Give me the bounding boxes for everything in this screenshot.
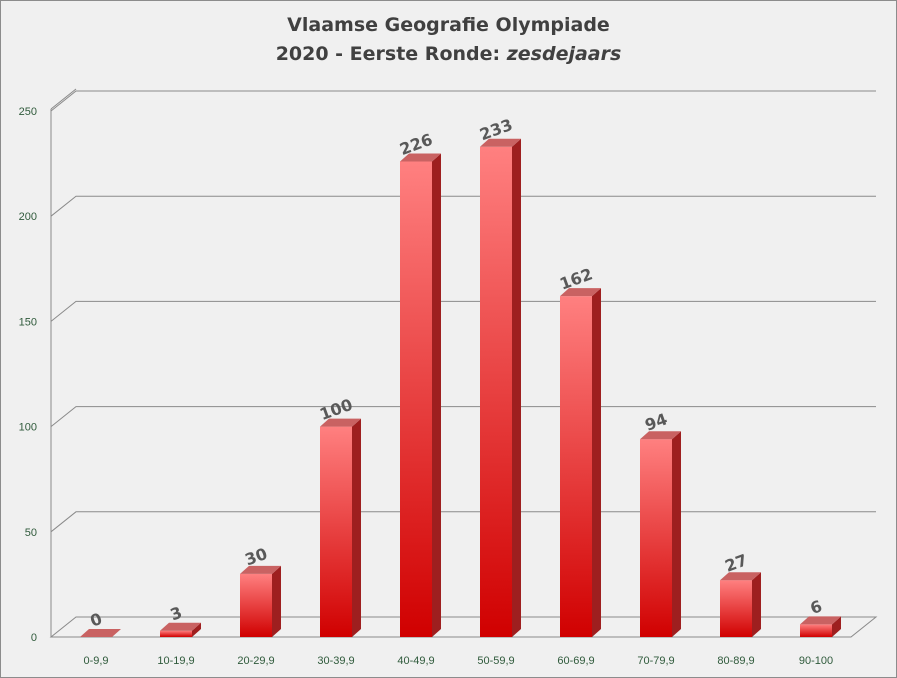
bar-cap [240,565,281,574]
bar-side [432,153,441,637]
y-axis-depth-line [50,88,77,110]
bar-side [352,418,361,637]
gridline [50,511,876,533]
bar-cap [800,616,841,625]
bar-front [480,146,512,637]
x-tick-label: 20-29,9 [237,655,274,667]
gridline [50,406,876,427]
bar-front [400,161,432,637]
gridline [50,90,876,112]
bar [160,622,201,637]
bar-cap [160,622,201,631]
bar [480,138,521,637]
y-tick-label: 250 [19,106,37,118]
chart-title-prefix: 2020 - Eerste Ronde: [275,43,507,65]
chart-floor [49,88,878,638]
bars [80,138,841,637]
bar [560,288,601,637]
y-tick-label: 150 [19,316,37,328]
bar-side [272,565,281,637]
y-axis-ticks: 0 50 100 150 200 250 [19,106,37,644]
bar-side [192,622,201,637]
x-tick-label: 30-39,9 [317,655,354,667]
bar-side [752,572,761,637]
bar-cap [640,431,681,440]
bar-cap [480,138,521,147]
bar [800,616,841,637]
chart-title-line-1: Vlaamse Geografie Olympiade [287,14,610,36]
data-label: 30 [242,544,269,569]
gridline [50,195,876,217]
bar-front [240,573,272,637]
bar-cap [80,629,121,637]
bar-front [320,426,352,637]
chart-title-italic: zesdejaars [506,43,622,65]
bar [720,572,761,637]
bar-front [160,630,192,637]
data-label: 94 [642,409,669,434]
x-tick-label: 80-89,9 [717,655,754,667]
x-tick-label: 60-69,9 [557,655,594,667]
data-label: 6 [808,596,825,618]
bar-cap [400,153,441,162]
x-tick-label: 0-9,9 [83,655,108,667]
bar-side [592,288,601,637]
chart-title: Vlaamse Geografie Olympiade 2020 - Eerst… [1,11,896,69]
y-tick-label: 50 [25,527,37,539]
bar-front [720,580,752,637]
y-tick-label: 200 [19,211,37,223]
x-tick-label: 70-79,9 [637,655,674,667]
bar [80,629,121,637]
bar [640,431,681,637]
bar-front [640,439,672,637]
chart-title-line-2: 2020 - Eerste Ronde: zesdejaars [1,40,896,69]
bar-front [560,296,592,637]
gridlines [50,90,876,533]
gridline [50,300,876,322]
x-tick-label: 90-100 [799,655,833,667]
bar-side [672,431,681,637]
y-tick-label: 0 [31,632,37,644]
bar-front [800,624,832,637]
x-tick-label: 10-19,9 [157,655,194,667]
bar [320,418,361,637]
bar-side [512,138,521,637]
bar-cap [720,572,761,581]
bar-cap [560,288,601,297]
x-tick-label: 40-49,9 [397,655,434,667]
bar-side [832,616,841,637]
x-tick-label: 50-59,9 [477,655,514,667]
x-axis-ticks: 0-9,9 10-19,9 20-29,9 30-39,9 40-49,9 50-59,9… [83,655,833,667]
data-label: 27 [722,550,749,575]
bar-cap [320,418,361,427]
bar [400,153,441,637]
y-tick-label: 100 [19,422,37,434]
bar [240,565,281,637]
